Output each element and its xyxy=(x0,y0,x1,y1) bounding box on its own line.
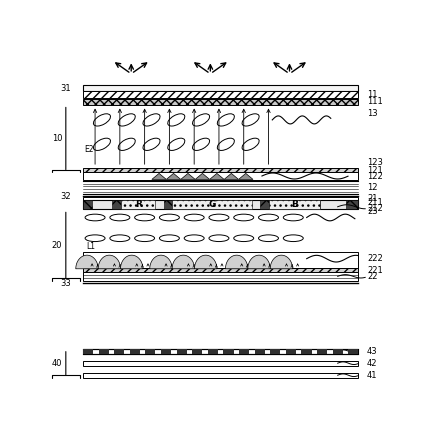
Text: 212: 212 xyxy=(367,204,383,213)
Bar xyxy=(83,200,358,210)
Bar xyxy=(312,200,321,210)
Polygon shape xyxy=(210,174,224,179)
Bar xyxy=(270,349,280,354)
Text: 111: 111 xyxy=(367,97,383,106)
Bar xyxy=(114,349,124,354)
Bar xyxy=(333,349,343,354)
Bar xyxy=(83,361,358,365)
Polygon shape xyxy=(224,174,238,179)
Text: 43: 43 xyxy=(367,347,377,356)
Bar xyxy=(83,349,358,354)
Bar xyxy=(83,272,358,281)
Bar xyxy=(83,252,358,268)
Bar xyxy=(83,99,358,105)
Bar xyxy=(223,349,234,354)
Bar xyxy=(146,349,155,354)
Text: B: B xyxy=(291,200,298,209)
Text: 31: 31 xyxy=(60,84,71,93)
Text: G: G xyxy=(208,200,216,209)
Text: 42: 42 xyxy=(367,359,377,368)
Bar xyxy=(83,373,358,378)
Text: 23: 23 xyxy=(367,207,377,216)
Bar xyxy=(192,349,202,354)
Text: 33: 33 xyxy=(60,279,71,288)
Text: 222: 222 xyxy=(367,254,383,263)
Polygon shape xyxy=(166,174,181,179)
Bar xyxy=(130,349,140,354)
Bar xyxy=(260,200,269,210)
Text: E2: E2 xyxy=(85,145,94,154)
Bar xyxy=(83,200,91,210)
Bar xyxy=(173,200,252,210)
Bar xyxy=(212,200,221,210)
Text: 40: 40 xyxy=(52,359,62,368)
Bar xyxy=(348,349,358,354)
Bar xyxy=(83,85,358,91)
Text: 121: 121 xyxy=(367,166,383,175)
Text: 20: 20 xyxy=(52,240,62,250)
Text: 123: 123 xyxy=(367,158,383,168)
Bar xyxy=(269,200,321,210)
Polygon shape xyxy=(238,174,253,179)
Text: R: R xyxy=(135,200,142,209)
Bar xyxy=(301,349,312,354)
Bar xyxy=(83,168,358,172)
Text: 12: 12 xyxy=(367,183,377,192)
Text: 13: 13 xyxy=(367,109,377,118)
Polygon shape xyxy=(181,174,195,179)
Text: 211: 211 xyxy=(367,198,383,207)
Text: 21: 21 xyxy=(367,194,377,203)
Bar xyxy=(208,349,218,354)
Bar xyxy=(239,349,249,354)
Bar xyxy=(161,349,171,354)
Bar xyxy=(346,200,358,210)
Bar xyxy=(286,349,296,354)
Text: 122: 122 xyxy=(367,172,383,181)
Bar xyxy=(83,268,358,272)
Text: 11: 11 xyxy=(367,90,377,99)
Bar xyxy=(317,349,327,354)
Text: 10: 10 xyxy=(52,134,62,143)
Bar xyxy=(99,349,109,354)
Bar xyxy=(164,200,173,210)
Polygon shape xyxy=(152,174,166,179)
Bar xyxy=(255,349,265,354)
Text: 221: 221 xyxy=(367,266,383,275)
Bar xyxy=(83,91,358,98)
Text: 22: 22 xyxy=(367,272,377,281)
Bar xyxy=(83,349,93,354)
Bar xyxy=(112,200,121,210)
Bar xyxy=(83,197,358,200)
Bar xyxy=(177,349,186,354)
Text: 32: 32 xyxy=(60,192,71,201)
Text: L1: L1 xyxy=(87,242,95,251)
Text: 41: 41 xyxy=(367,371,377,380)
Bar xyxy=(83,172,358,181)
Bar xyxy=(121,200,155,210)
Polygon shape xyxy=(195,174,210,179)
